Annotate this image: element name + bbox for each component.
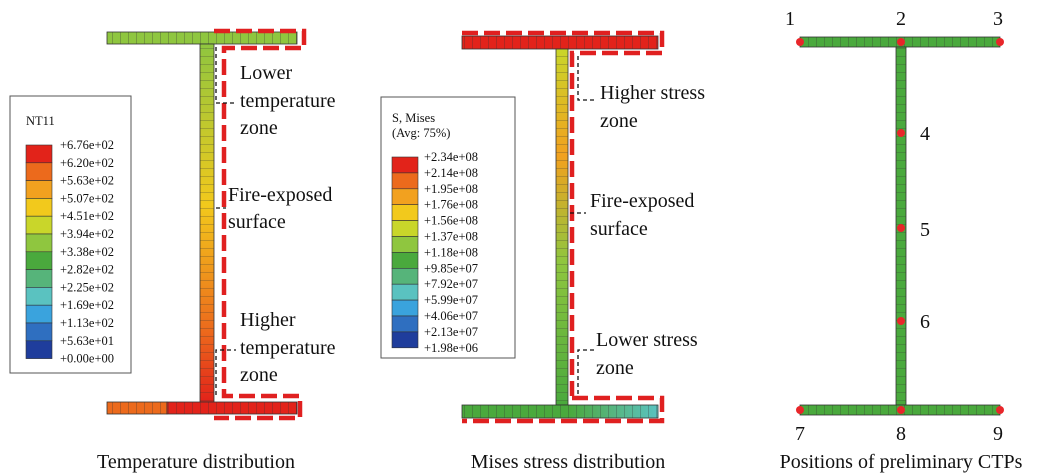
annotation: zone	[596, 357, 634, 379]
ctp-point	[897, 406, 905, 414]
annotation: zone	[240, 364, 278, 386]
legend-swatch	[392, 157, 418, 173]
ctp-label: 4	[920, 123, 930, 145]
legend-title: NT11	[26, 114, 55, 128]
legend-label: +1.95e+08	[424, 182, 478, 196]
ctp-point	[996, 406, 1004, 414]
legend-swatch	[392, 316, 418, 332]
figure: NT11 +6.76e+02 +6.20e+02 +5.63e+02 +5.07e+02…	[0, 0, 1056, 474]
legend-label: +6.76e+02	[60, 138, 114, 152]
legend-label: +3.38e+02	[60, 245, 114, 259]
ctp-point	[897, 38, 905, 46]
ctp-label: 1	[785, 8, 795, 30]
legend-label: +2.34e+08	[424, 150, 478, 164]
ctp-point	[796, 38, 804, 46]
legend-swatch	[26, 270, 52, 288]
legend-label: +5.63e+02	[60, 174, 114, 188]
ctp-label: 7	[795, 423, 805, 445]
legend-label: +5.63e+01	[60, 334, 114, 348]
ctp-label: 9	[993, 423, 1003, 445]
legend-swatch	[26, 287, 52, 305]
caption: Mises stress distribution	[471, 451, 665, 473]
legend-swatch	[392, 189, 418, 205]
legend-swatch	[392, 173, 418, 189]
ctp-point	[897, 224, 905, 232]
legend-swatch	[392, 252, 418, 268]
legend-swatch	[392, 221, 418, 237]
legend-swatch	[26, 198, 52, 216]
legend-swatch	[392, 268, 418, 284]
annotation: Fire-exposed	[228, 184, 332, 206]
legend-swatch	[392, 332, 418, 348]
legend-swatch	[26, 145, 52, 163]
legend-swatch	[392, 284, 418, 300]
annotation: temperature	[240, 90, 336, 112]
ctp-point	[897, 129, 905, 137]
ctp-label: 6	[920, 311, 930, 333]
ctp-label: 8	[896, 423, 906, 445]
legend-label: +1.13e+02	[60, 316, 114, 330]
annotation: surface	[590, 218, 648, 240]
ctp-point	[796, 406, 804, 414]
legend-title: (Avg: 75%)	[392, 126, 450, 140]
ctp-point	[996, 38, 1004, 46]
legend-swatch	[26, 305, 52, 323]
legend-label: +6.20e+02	[60, 156, 114, 170]
legend-label: +1.98e+06	[424, 341, 478, 355]
annotation: surface	[228, 211, 286, 233]
caption: Temperature distribution	[97, 451, 295, 473]
annotation: Higher	[240, 309, 296, 331]
ctp-point	[897, 317, 905, 325]
legend-title: S, Mises	[392, 111, 435, 125]
annotation: Higher stress	[600, 82, 705, 104]
legend-label: +2.14e+08	[424, 166, 478, 180]
legend-label: +0.00e+00	[60, 352, 114, 366]
legend-label: +3.94e+02	[60, 227, 114, 241]
legend-swatch	[26, 252, 52, 270]
legend-swatch	[26, 341, 52, 359]
legend-label: +4.06e+07	[424, 309, 478, 323]
annotation: zone	[240, 117, 278, 139]
legend-label: +5.99e+07	[424, 293, 478, 307]
legend-label: +1.76e+08	[424, 198, 478, 212]
annotation: Lower	[240, 62, 293, 84]
legend-label: +2.25e+02	[60, 280, 114, 294]
legend-swatch	[26, 216, 52, 234]
legend-swatch	[392, 205, 418, 221]
annotation: zone	[600, 110, 638, 132]
legend-swatch	[392, 300, 418, 316]
annotation: temperature	[240, 337, 336, 359]
annotation: Fire-exposed	[590, 190, 694, 212]
legend-swatch	[26, 323, 52, 341]
caption: Positions of preliminary CTPs	[780, 451, 1023, 473]
legend-label: +2.82e+02	[60, 263, 114, 277]
legend-label: +1.69e+02	[60, 298, 114, 312]
legend-swatch	[26, 163, 52, 181]
legend-label: +4.51e+02	[60, 209, 114, 223]
legend-label: +1.18e+08	[424, 245, 478, 259]
legend-label: +1.37e+08	[424, 230, 478, 244]
legend-label: +2.13e+07	[424, 325, 478, 339]
annotation: Lower stress	[596, 329, 698, 351]
legend-swatch	[26, 234, 52, 252]
legend-label: +1.56e+08	[424, 214, 478, 228]
ctp-label: 2	[896, 8, 906, 30]
legend-label: +7.92e+07	[424, 277, 478, 291]
legend-swatch	[26, 181, 52, 199]
ctp-label: 5	[920, 219, 930, 241]
legend-label: +5.07e+02	[60, 191, 114, 205]
legend-swatch	[392, 237, 418, 253]
ctp-label: 3	[993, 8, 1003, 30]
legend-label: +9.85e+07	[424, 261, 478, 275]
